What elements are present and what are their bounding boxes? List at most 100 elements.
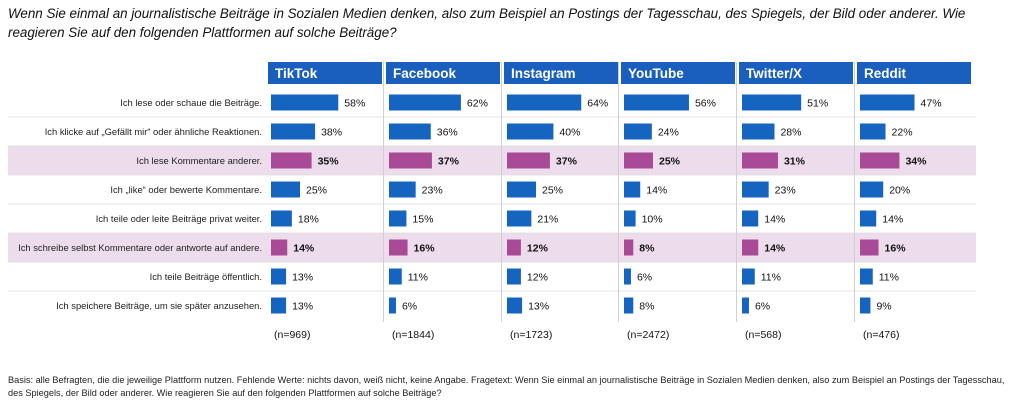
bar [389,210,407,227]
sample-size-label: (n=568) [745,329,781,341]
bar [624,181,641,198]
value-label: 6% [755,300,770,312]
value-label: 9% [876,300,891,312]
bar [742,239,759,256]
bar [860,94,915,111]
value-label: 16% [414,242,436,254]
highlight-row-band [8,233,976,262]
chart-title: Wenn Sie einmal an journalistische Beitr… [8,6,966,40]
value-label: 6% [637,271,652,283]
bar [507,94,582,111]
bar [742,268,755,285]
value-label: 13% [292,271,313,283]
bar [271,297,287,314]
bar [507,268,521,285]
value-label: 14% [646,184,667,196]
value-label: 14% [764,213,785,225]
value-label: 11% [408,271,428,283]
bar [271,239,288,256]
value-label: 21% [537,213,558,225]
bar [389,152,432,169]
bar [624,94,689,111]
value-label: 16% [885,242,907,254]
bar [742,210,759,227]
category-label: Ich lese Kommentare anderer. [136,155,262,166]
footnote: Basis: alle Befragten, die die jeweilige… [8,375,1005,398]
value-label: 64% [587,97,608,109]
bar [624,210,636,227]
value-label: 12% [527,242,549,254]
value-label: 51% [807,97,828,109]
bar [271,94,339,111]
platform-header-label: Reddit [864,66,907,81]
value-label: 40% [559,126,580,138]
bar [860,152,900,169]
platform-header-label: Twitter/X [746,66,802,81]
value-label: 47% [921,97,942,109]
bar [624,297,634,314]
platform-header [386,62,500,84]
bar [742,181,769,198]
value-label: 36% [437,126,458,138]
platform-header [268,62,382,84]
sample-size-label: (n=1723) [510,329,552,341]
sample-size-label: (n=476) [863,329,899,341]
value-label: 37% [438,155,460,167]
platform-header [857,62,971,84]
highlight-row-band [8,146,976,175]
value-label: 23% [775,184,796,196]
value-label: 13% [292,300,313,312]
value-label: 24% [658,126,679,138]
sample-size-label: (n=2472) [627,329,669,341]
value-label: 58% [344,97,365,109]
bar [507,239,521,256]
value-label: 15% [412,213,433,225]
bar [860,210,877,227]
value-label: 37% [556,155,578,167]
bar [389,181,416,198]
bar [389,239,408,256]
bar [624,152,653,169]
bar [860,268,873,285]
bar [507,123,554,140]
bar [742,94,802,111]
bar [860,123,886,140]
value-label: 25% [542,184,563,196]
bar [507,210,532,227]
value-label: 22% [892,126,913,138]
bar [624,239,634,256]
value-label: 34% [905,155,927,167]
category-label: Ich klicke auf „Gefällt mir“ oder ähnlic… [45,126,262,137]
bar [271,181,300,198]
bar [271,210,292,227]
platform-header [621,62,735,84]
value-label: 14% [882,213,903,225]
platform-header [504,62,618,84]
bar [389,297,396,314]
bar [860,181,884,198]
bar [271,268,287,285]
category-label: Ich lese oder schaue die Beiträge. [120,97,262,108]
bar [507,152,550,169]
bar [860,239,879,256]
category-label: Ich teile oder leite Beiträge privat wei… [96,213,262,224]
bar [860,297,871,314]
bar [271,123,316,140]
value-label: 11% [879,271,899,283]
bar [742,123,775,140]
value-label: 14% [293,242,315,254]
bar [742,297,749,314]
value-label: 31% [784,155,806,167]
bar [271,152,312,169]
value-label: 10% [642,213,663,225]
category-label: Ich speichere Beiträge, um sie später an… [56,300,262,311]
platform-header-label: Facebook [393,66,457,81]
value-label: 56% [695,97,716,109]
value-label: 12% [527,271,548,283]
bar [624,268,631,285]
value-label: 25% [306,184,327,196]
bar [389,123,431,140]
value-label: 8% [639,300,654,312]
platform-header-label: Instagram [511,66,576,81]
category-label: Ich teile Beiträge öffentlich. [150,271,262,282]
